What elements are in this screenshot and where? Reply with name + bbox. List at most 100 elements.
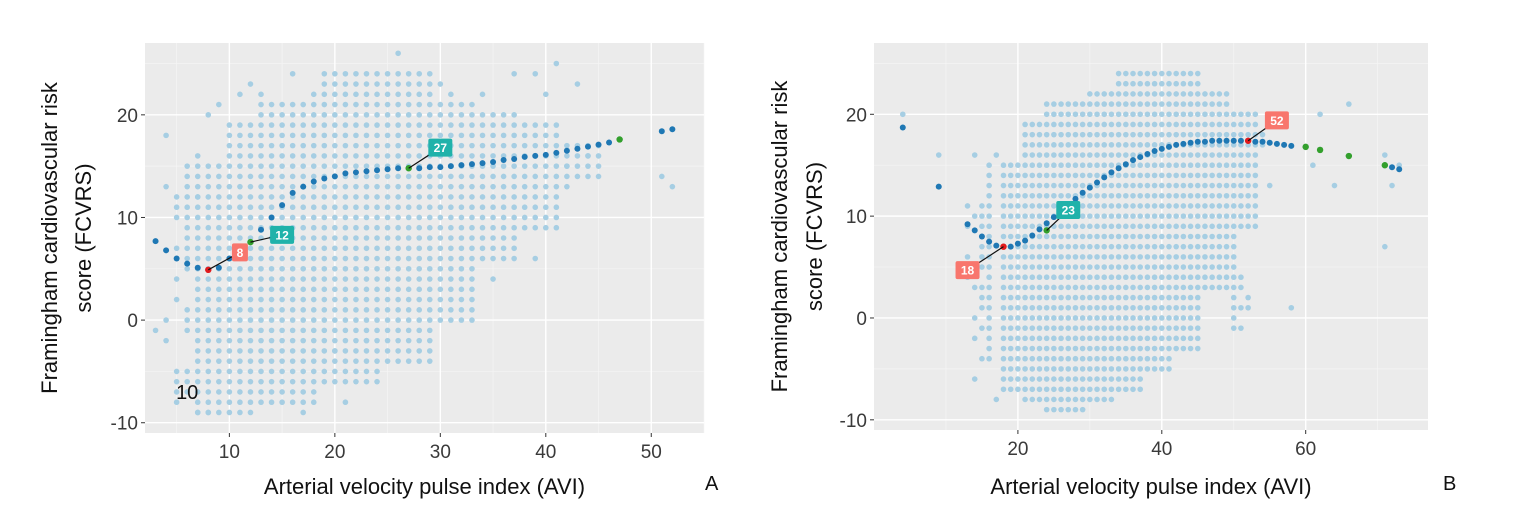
scatter-point — [1137, 376, 1144, 382]
scatter-point — [1180, 192, 1187, 199]
scatter-point — [1101, 142, 1108, 148]
scatter-point — [395, 235, 401, 241]
scatter-point — [1123, 315, 1129, 321]
scatter-point — [216, 348, 222, 354]
scatter-point — [1022, 355, 1028, 362]
scatter-point — [1144, 80, 1151, 87]
scatter-point — [405, 81, 412, 87]
scatter-point — [1043, 213, 1050, 219]
scatter-point — [1158, 366, 1165, 372]
scatter-point — [1144, 315, 1151, 321]
scatter-point — [458, 235, 465, 241]
scatter-point — [395, 337, 401, 344]
scatter-point — [353, 70, 359, 77]
scatter-point — [1007, 376, 1014, 382]
scatter-point — [1051, 345, 1057, 352]
scatter-point — [1108, 91, 1115, 97]
scatter-point — [310, 358, 317, 364]
scatter-point — [986, 162, 992, 169]
scatter-point — [1187, 131, 1194, 138]
scatter-point — [1151, 254, 1158, 260]
scatter-point — [205, 224, 212, 231]
scatter-point — [1144, 70, 1151, 77]
scatter-point — [458, 265, 465, 272]
scatter-point — [395, 327, 401, 334]
scatter-point — [1101, 233, 1108, 240]
fit-point — [1281, 141, 1288, 148]
scatter-point — [300, 378, 307, 385]
scatter-point — [1187, 335, 1194, 342]
scatter-point — [416, 70, 423, 77]
scatter-point — [247, 153, 254, 159]
scatter-point — [300, 348, 307, 354]
scatter-point — [216, 194, 222, 200]
scatter-point — [986, 264, 992, 270]
scatter-point — [247, 245, 254, 252]
scatter-point — [426, 358, 433, 364]
scatter-point — [1223, 213, 1230, 219]
scatter-point — [395, 132, 401, 139]
scatter-point — [585, 173, 591, 180]
scatter-point — [1101, 111, 1108, 118]
scatter-point — [426, 327, 433, 334]
scatter-point — [1144, 162, 1151, 169]
scatter-point — [1029, 182, 1036, 189]
scatter-point — [1036, 396, 1043, 403]
scatter-point — [1036, 274, 1043, 281]
scatter-point — [226, 327, 233, 334]
scatter-point — [1151, 142, 1158, 148]
scatter-point — [1230, 142, 1237, 148]
scatter-point — [374, 183, 380, 190]
scatter-point — [310, 214, 317, 221]
scatter-point — [300, 368, 307, 375]
scatter-point — [363, 101, 370, 108]
scatter-point — [1209, 101, 1215, 107]
scatter-point — [1015, 203, 1021, 209]
scatter-point — [1137, 70, 1144, 77]
scatter-point — [553, 142, 560, 149]
scatter-point — [1202, 223, 1208, 230]
scatter-point — [226, 389, 233, 395]
scatter-point — [532, 173, 539, 180]
scatter-point — [490, 194, 496, 200]
scatter-point — [532, 255, 539, 262]
scatter-point — [479, 245, 486, 252]
scatter-point — [1079, 142, 1086, 148]
scatter-point — [1115, 131, 1122, 138]
scatter-point — [184, 194, 190, 200]
scatter-point — [1058, 223, 1064, 230]
scatter-point — [1130, 355, 1136, 362]
scatter-point — [384, 81, 391, 87]
scatter-point — [1223, 233, 1230, 240]
scatter-point — [1108, 366, 1115, 372]
scatter-point — [1223, 152, 1230, 158]
scatter-point — [1072, 315, 1079, 321]
scatter-point — [964, 254, 971, 260]
scatter-point — [1216, 233, 1223, 240]
scatter-point — [1101, 101, 1108, 107]
scatter-point — [1187, 223, 1194, 230]
scatter-point — [395, 348, 401, 354]
scatter-point — [1058, 254, 1064, 260]
scatter-point — [1087, 304, 1093, 311]
scatter-point — [237, 409, 243, 416]
scatter-point — [1209, 233, 1215, 240]
scatter-point — [458, 194, 465, 200]
scatter-point — [1094, 345, 1100, 352]
scatter-point — [1158, 315, 1165, 321]
scatter-point — [1043, 254, 1050, 260]
scatter-point — [1187, 80, 1194, 87]
scatter-point — [1043, 142, 1050, 148]
scatter-point — [1043, 294, 1050, 301]
scatter-point — [1209, 142, 1215, 148]
scatter-point — [1173, 152, 1179, 158]
scatter-point — [374, 70, 380, 77]
scatter-point — [1252, 223, 1259, 230]
scatter-point — [1166, 182, 1172, 189]
y-tick-label: 0 — [127, 311, 138, 332]
scatter-point — [1101, 203, 1108, 209]
scatter-point — [1043, 345, 1050, 352]
scatter-point — [1079, 355, 1086, 362]
scatter-point — [1007, 172, 1014, 179]
scatter-point — [1202, 284, 1208, 291]
